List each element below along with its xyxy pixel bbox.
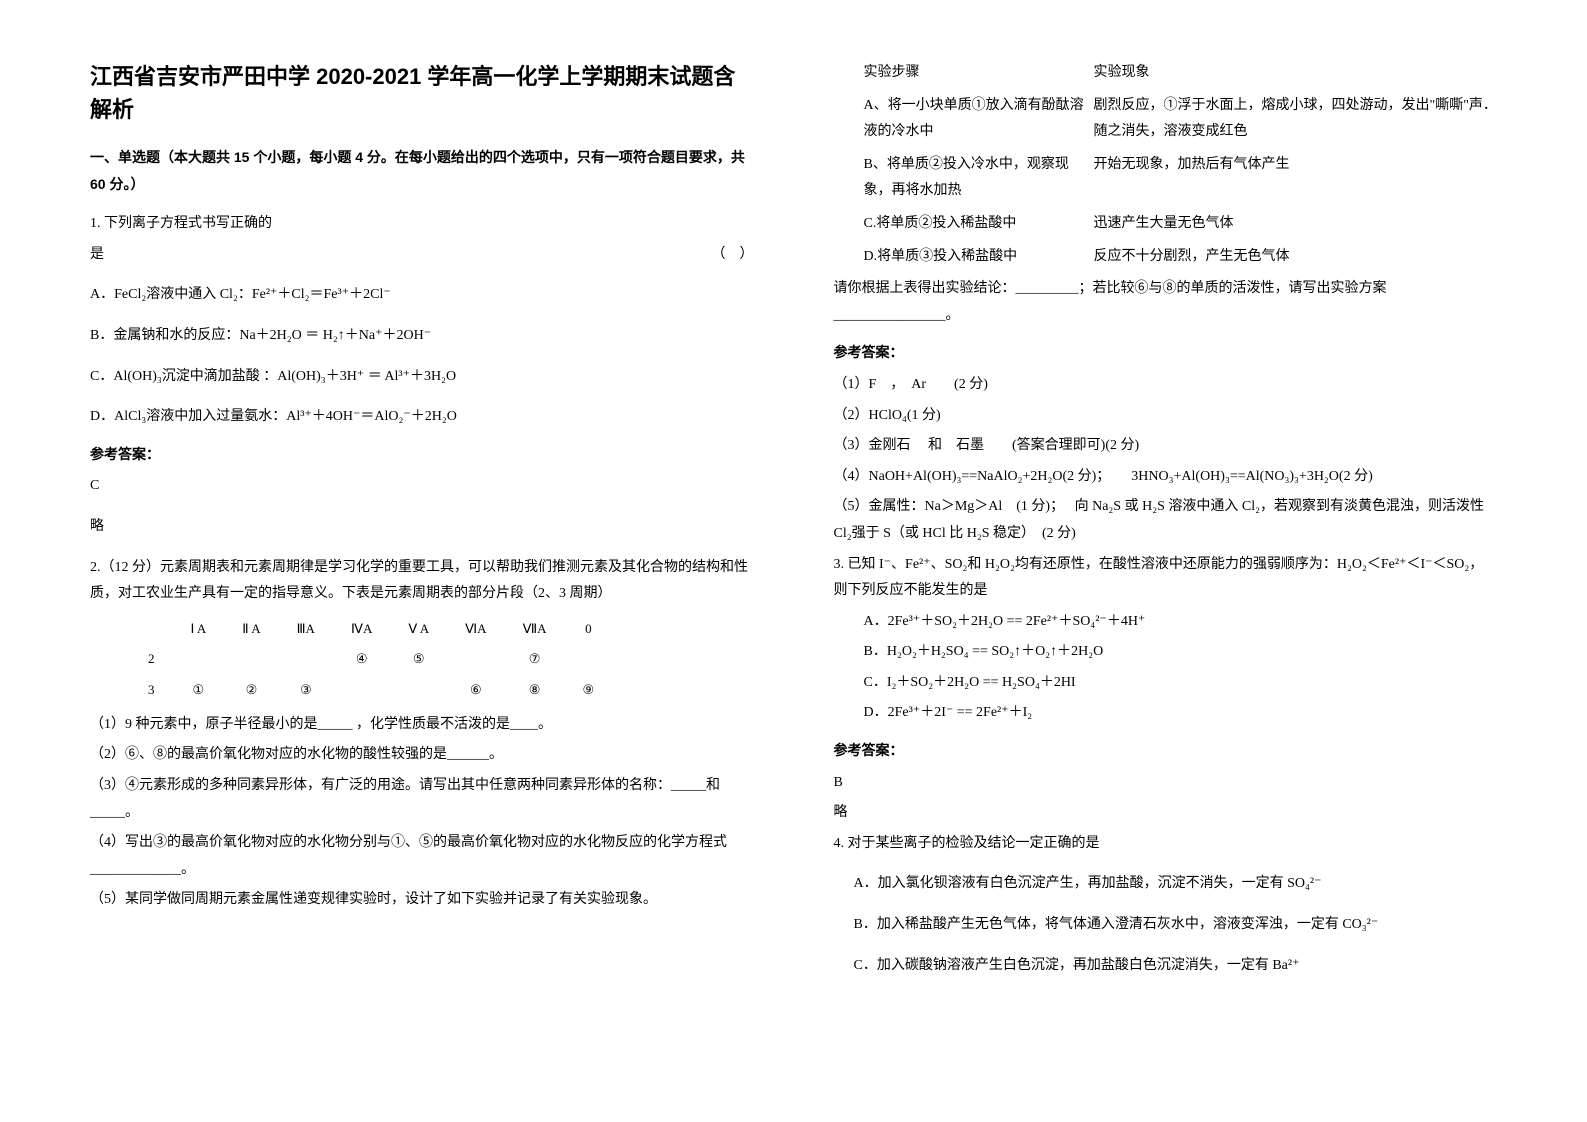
q3-option-a: A．2Fe³⁺＋SO₂＋2H₂O == 2Fe²⁺＋SO₄²⁻＋4H⁺ bbox=[834, 609, 1498, 636]
pt-cell bbox=[333, 675, 390, 706]
q3-option-d: D．2Fe³⁺＋2I⁻ == 2Fe²⁺＋I₂ bbox=[834, 700, 1498, 727]
q1-option-d: D．AlCl₃溶液中加入过量氨水：Al³⁺＋4OH⁻＝AlO₂⁻＋2H₂O bbox=[90, 404, 754, 431]
q2-answer-3: （3）金刚石 和 石墨 (答案合理即可)(2 分) bbox=[834, 433, 1498, 460]
q2-sub3: （3）④元素形成的多种同素异形体，有广泛的用途。请写出其中任意两种同素异形体的名… bbox=[90, 773, 754, 826]
pt-cell: ⑤ bbox=[390, 644, 447, 675]
q4-option-b: B．加入稀盐酸产生无色气体，将气体通入澄清石灰水中，溶液变浑浊，一定有 CO₃²… bbox=[834, 912, 1498, 939]
reference-answer-header-1: 参考答案： bbox=[90, 441, 754, 468]
pt-cell bbox=[447, 644, 504, 675]
q2-sub1: （1）9 种元素中，原子半径最小的是_____ ，化学性质最不活泼的是____。 bbox=[90, 712, 754, 739]
q1-stem: 1. 下列离子方程式书写正确的 bbox=[90, 211, 754, 238]
experiment-header-row: 实验步骤 实验现象 bbox=[834, 60, 1498, 87]
pt-cell bbox=[130, 614, 173, 645]
q3-option-b: B．H₂O₂＋H₂SO₄ == SO₂↑＋O₂↑＋2H₂O bbox=[834, 639, 1498, 666]
exp-a-result: 剧烈反应，①浮于水面上，熔成小球，四处游动，发出"嘶嘶"声．随之消失，溶液变成红… bbox=[1094, 93, 1498, 146]
section-one-header: 一、单选题（本大题共 15 个小题，每小题 4 分。在每小题给出的四个选项中，只… bbox=[90, 144, 754, 197]
table-row: 2 ④ ⑤ ⑦ bbox=[130, 644, 612, 675]
q3-stem: 3. 已知 I⁻、Fe²⁺、SO₂和 H₂O₂均有还原性，在酸性溶液中还原能力的… bbox=[834, 552, 1498, 605]
table-row: Ⅰ A Ⅱ A ⅢA ⅣA Ⅴ A ⅥA ⅦA 0 bbox=[130, 614, 612, 645]
table-row: 3 ① ② ③ ⑥ ⑧ ⑨ bbox=[130, 675, 612, 706]
q1-option-b: B．金属钠和水的反应：Na＋2H₂O ＝ H₂↑＋Na⁺＋2OH⁻ bbox=[90, 323, 754, 350]
q1-option-c: C．Al(OH)₃沉淀中滴加盐酸 ：Al(OH)₃＋3H⁺ ＝ Al³⁺＋3H₂… bbox=[90, 364, 754, 391]
q4-option-a: A．加入氯化钡溶液有白色沉淀产生，再加盐酸，沉淀不消失，一定有 SO₄²⁻ bbox=[834, 871, 1498, 898]
pt-cell: ⑨ bbox=[565, 675, 613, 706]
experiment-row-b: B、将单质②投入冷水中，观察现象，再将水加热 开始无现象，加热后有气体产生 bbox=[834, 152, 1498, 205]
q2-sub5: （5）某同学做同周期元素金属性递变规律实验时，设计了如下实验并记录了有关实验现象… bbox=[90, 887, 754, 914]
pt-cell: 2 bbox=[130, 644, 173, 675]
exp-c-result: 迅速产生大量无色气体 bbox=[1094, 211, 1498, 238]
pt-cell: ⑧ bbox=[505, 675, 565, 706]
q2-answer-1: （1）F ， Ar (2 分) bbox=[834, 372, 1498, 399]
pt-cell: ⅥA bbox=[447, 614, 504, 645]
q2-sub2: （2）⑥、⑧的最高价氧化物对应的水化物的酸性较强的是______。 bbox=[90, 742, 754, 769]
q2-conclusion: 请你根据上表得出实验结论：_________；若比较⑥与⑧的单质的活泼性，请写出… bbox=[834, 276, 1498, 329]
pt-cell bbox=[279, 644, 333, 675]
exp-header-steps: 实验步骤 bbox=[834, 60, 1094, 87]
pt-cell: Ⅰ A bbox=[173, 614, 225, 645]
pt-cell: ② bbox=[224, 675, 278, 706]
pt-cell: ④ bbox=[333, 644, 390, 675]
right-column: 实验步骤 实验现象 A、将一小块单质①放入滴有酚酞溶液的冷水中 剧烈反应，①浮于… bbox=[834, 60, 1498, 1062]
pt-cell: ① bbox=[173, 675, 225, 706]
reference-answer-header-2: 参考答案： bbox=[834, 339, 1498, 366]
pt-cell: ⅢA bbox=[279, 614, 333, 645]
experiment-row-c: C.将单质②投入稀盐酸中 迅速产生大量无色气体 bbox=[834, 211, 1498, 238]
exp-a-step: A、将一小块单质①放入滴有酚酞溶液的冷水中 bbox=[834, 93, 1094, 146]
q3-brief: 略 bbox=[834, 800, 1498, 827]
q2-answer-2: （2）HClO₄(1 分) bbox=[834, 403, 1498, 430]
periodic-table-fragment: Ⅰ A Ⅱ A ⅢA ⅣA Ⅴ A ⅥA ⅦA 0 2 ④ ⑤ ⑦ 3 ① ② … bbox=[130, 614, 612, 706]
pt-cell: ⅦA bbox=[505, 614, 565, 645]
q1-stem-line2: 是 （ ） bbox=[90, 242, 754, 269]
pt-cell: ③ bbox=[279, 675, 333, 706]
q1-stem2-text: 是 bbox=[90, 242, 104, 269]
q2-answer-5: （5）金属性：Na＞Mg＞Al (1 分)； 向 Na₂S 或 H₂S 溶液中通… bbox=[834, 494, 1498, 547]
pt-cell bbox=[390, 675, 447, 706]
pt-cell: ⑥ bbox=[447, 675, 504, 706]
pt-cell: Ⅱ A bbox=[224, 614, 278, 645]
pt-cell bbox=[224, 644, 278, 675]
exp-d-result: 反应不十分剧烈，产生无色气体 bbox=[1094, 244, 1498, 271]
q3-answer: B bbox=[834, 770, 1498, 797]
exp-d-step: D.将单质③投入稀盐酸中 bbox=[834, 244, 1094, 271]
pt-cell: 3 bbox=[130, 675, 173, 706]
q2-sub4: （4）写出③的最高价氧化物对应的水化物分别与①、⑤的最高价氧化物对应的水化物反应… bbox=[90, 830, 754, 883]
pt-cell: ⅣA bbox=[333, 614, 390, 645]
q1-parentheses: （ ） bbox=[712, 242, 754, 269]
q4-stem: 4. 对于某些离子的检验及结论一定正确的是 bbox=[834, 831, 1498, 858]
experiment-row-d: D.将单质③投入稀盐酸中 反应不十分剧烈，产生无色气体 bbox=[834, 244, 1498, 271]
exp-b-step: B、将单质②投入冷水中，观察现象，再将水加热 bbox=[834, 152, 1094, 205]
q1-option-a: A．FeCl₂溶液中通入 Cl₂：Fe²⁺＋Cl₂＝Fe³⁺＋2Cl⁻ bbox=[90, 282, 754, 309]
pt-cell: Ⅴ A bbox=[390, 614, 447, 645]
pt-cell bbox=[565, 644, 613, 675]
q3-option-c: C．I₂＋SO₂＋2H₂O == H₂SO₄＋2HI bbox=[834, 670, 1498, 697]
q1-answer: C bbox=[90, 473, 754, 500]
q4-option-c: C．加入碳酸钠溶液产生白色沉淀，再加盐酸白色沉淀消失，一定有 Ba²⁺ bbox=[834, 953, 1498, 980]
document-title: 江西省吉安市严田中学 2020-2021 学年高一化学上学期期末试题含解析 bbox=[90, 60, 754, 126]
q2-stem: 2.（12 分）元素周期表和元素周期律是学习化学的重要工具，可以帮助我们推测元素… bbox=[90, 555, 754, 608]
pt-cell: 0 bbox=[565, 614, 613, 645]
exp-b-result: 开始无现象，加热后有气体产生 bbox=[1094, 152, 1498, 205]
left-column: 江西省吉安市严田中学 2020-2021 学年高一化学上学期期末试题含解析 一、… bbox=[90, 60, 754, 1062]
exp-c-step: C.将单质②投入稀盐酸中 bbox=[834, 211, 1094, 238]
exp-header-results: 实验现象 bbox=[1094, 60, 1498, 87]
reference-answer-header-3: 参考答案： bbox=[834, 737, 1498, 764]
q1-brief: 略 bbox=[90, 514, 754, 541]
experiment-row-a: A、将一小块单质①放入滴有酚酞溶液的冷水中 剧烈反应，①浮于水面上，熔成小球，四… bbox=[834, 93, 1498, 146]
pt-cell bbox=[173, 644, 225, 675]
pt-cell: ⑦ bbox=[505, 644, 565, 675]
q2-answer-4: （4）NaOH+Al(OH)₃==NaAlO₂+2H₂O(2 分)； 3HNO₃… bbox=[834, 464, 1498, 491]
